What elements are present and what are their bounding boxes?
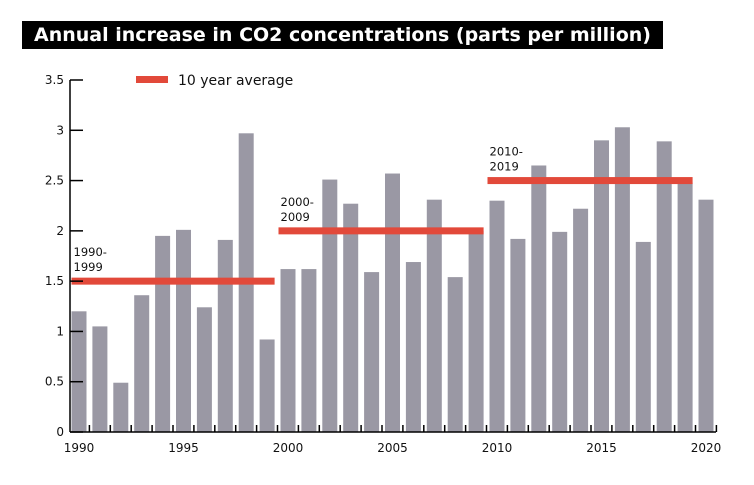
bar-2020 [698,199,714,432]
x-tick-label: 2005 [377,441,408,455]
bar-2015 [594,140,609,433]
x-tick-label: 2015 [586,441,617,455]
bar-2016 [614,127,630,433]
bar-2009 [468,230,484,432]
x-tick-label: 2010 [482,441,513,455]
average-label-2000: 2009 [281,210,310,224]
y-tick-label: 1 [56,324,64,338]
legend-label: 10 year average [178,73,293,89]
bar-2000 [280,269,296,432]
y-tick-label: 0 [56,425,64,439]
bar-1996 [196,307,212,432]
bar-1997 [217,239,233,432]
bar-2001 [301,269,317,432]
bar-2007 [426,199,442,432]
bar-1990 [71,311,87,432]
bar-2010 [489,200,505,432]
bar-1995 [176,229,191,432]
bar-2005 [385,173,400,432]
bar-2013 [552,231,568,432]
x-tick-label: 2000 [273,441,304,455]
y-tick-label: 0.5 [45,375,64,389]
average-label-2000: 2000- [281,195,314,209]
y-tick-label: 2 [56,224,64,238]
bar-1993 [134,295,150,432]
bar-1991 [92,326,108,432]
average-line-2010 [487,177,693,185]
y-tick-label: 3.5 [45,73,64,87]
bar-2004 [364,272,380,432]
bar-2003 [343,203,359,432]
average-label-1990: 1990- [74,245,107,259]
bar-2012 [531,165,547,432]
bar-1994 [155,235,171,432]
bar-2014 [573,208,589,432]
bar-2002 [322,179,338,432]
bar-2006 [405,262,421,432]
average-label-1990: 1999 [74,260,103,274]
x-tick-label: 1995 [168,441,199,455]
bar-1992 [113,382,129,432]
y-tick-label: 2.5 [45,174,64,188]
average-line-1990 [71,277,275,285]
bar-2011 [510,238,526,432]
bar-2017 [635,241,651,432]
bar-2018 [656,141,672,432]
average-label-2010: 2019 [490,160,519,174]
legend-swatch [136,76,168,83]
average-label-2010: 2010- [490,145,523,159]
y-tick-label: 1.5 [45,274,64,288]
bar-1999 [259,339,275,432]
average-line-2000 [278,227,484,235]
bar-2008 [447,277,463,432]
bar-2019 [677,182,693,432]
x-tick-label: 1990 [64,441,95,455]
y-tick-label: 3 [56,123,64,137]
chart-title: Annual increase in CO2 concentrations (p… [22,21,663,49]
x-tick-label: 2020 [691,441,722,455]
